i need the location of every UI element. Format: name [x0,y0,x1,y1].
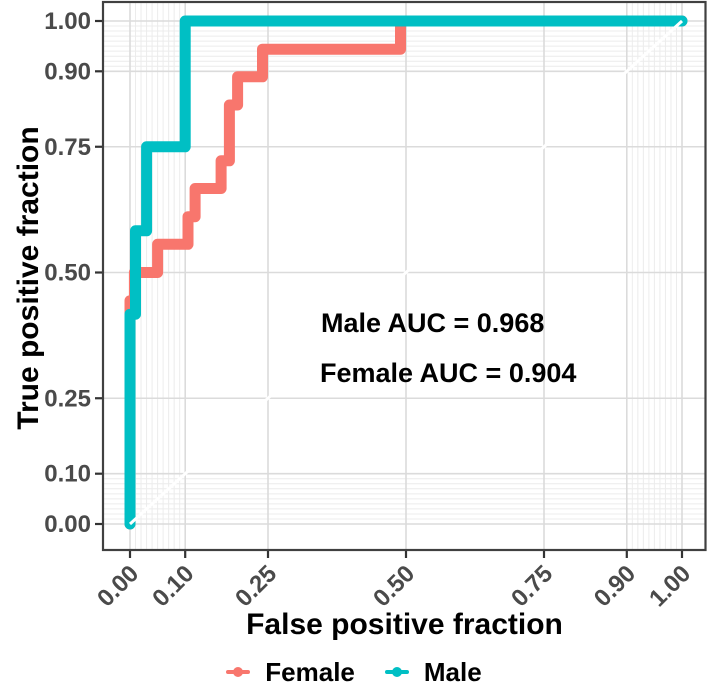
male-line-dot-icon [384,660,409,684]
y-tick-labels: 0.00 0.10 0.25 0.50 0.75 0.90 1.00 [44,8,91,538]
legend: Female Male [0,659,708,685]
svg-text:0.25: 0.25 [230,560,282,612]
axis-ticks [95,19,684,558]
female-auc-annotation: Female AUC = 0.904 [320,358,577,388]
svg-text:1.00: 1.00 [44,8,91,35]
female-line-dot-icon [226,660,251,684]
svg-text:0.90: 0.90 [589,560,641,612]
roc-curve-male [124,15,688,530]
svg-text:0.75: 0.75 [44,134,91,161]
panel-border [101,0,707,552]
y-axis-title: True positive fraction [12,126,45,430]
svg-text:0.75: 0.75 [506,560,558,612]
x-tick-labels: 0.00 0.10 0.25 0.50 0.75 0.90 1.00 [92,560,696,612]
legend-item-female: Female [226,659,355,685]
svg-text:1.00: 1.00 [644,560,696,612]
male-auc-annotation: Male AUC = 0.968 [321,308,545,338]
legend-item-male: Male [384,657,482,687]
roc-curve-female [124,15,688,530]
svg-text:0.90: 0.90 [44,58,91,85]
svg-text:0.50: 0.50 [44,260,91,287]
svg-text:0.50: 0.50 [368,560,420,612]
svg-text:0.10: 0.10 [147,560,199,612]
svg-text:0.25: 0.25 [44,385,91,412]
legend-label-male: Male [423,657,482,687]
svg-text:0.10: 0.10 [44,461,91,488]
svg-text:0.00: 0.00 [44,511,91,538]
svg-text:0.00: 0.00 [92,560,144,612]
legend-label-female: Female [265,657,355,687]
x-axis-title: False positive fraction [246,608,563,641]
chance-diagonal-line [128,19,684,526]
